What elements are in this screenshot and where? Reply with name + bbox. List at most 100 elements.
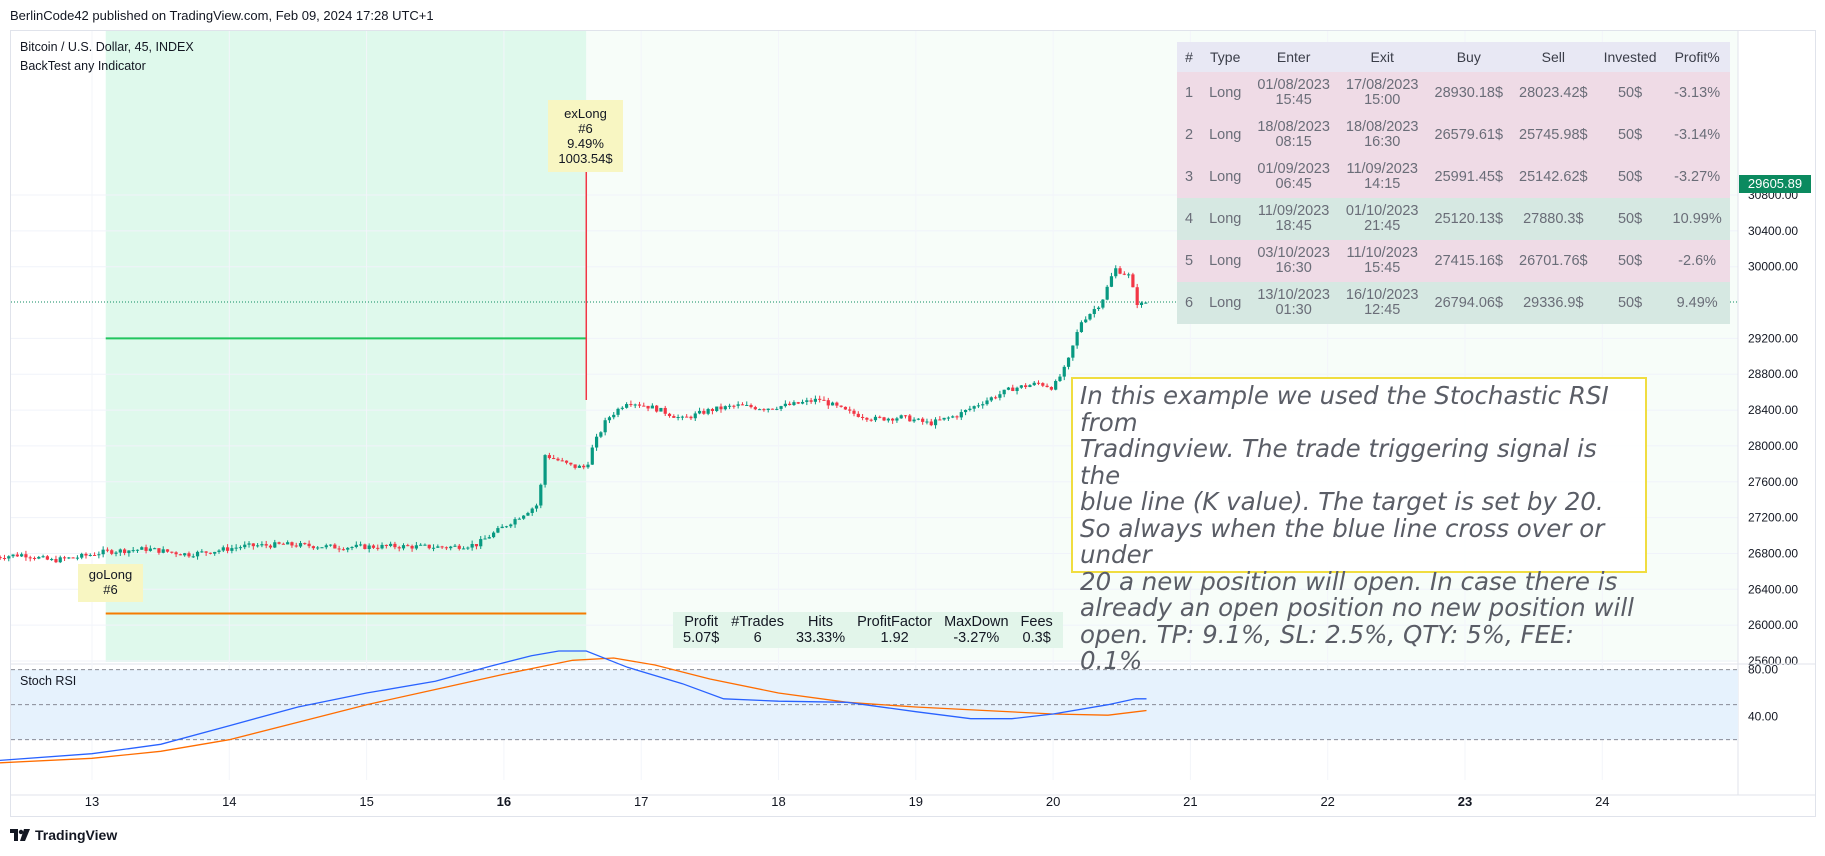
candle-body xyxy=(11,554,15,557)
candle-body xyxy=(1079,322,1084,333)
y-tick-label: 26400.00 xyxy=(1748,582,1798,596)
candle-body xyxy=(517,518,521,520)
trade-profit: -2.6% xyxy=(1664,240,1730,282)
y-tick-label: 26000.00 xyxy=(1748,618,1798,632)
trades-body: 1 Long 01/08/2023 15:45 17/08/2023 15:00 28930… xyxy=(1177,72,1730,324)
stoch-y-tick: 40.00 xyxy=(1748,709,1778,723)
candle-body xyxy=(796,402,800,404)
candle-body xyxy=(311,546,315,549)
x-tick-label: 21 xyxy=(1183,794,1197,809)
last-price-tag: 29605.89 xyxy=(1739,175,1811,193)
candle-body xyxy=(642,405,646,407)
candle-body xyxy=(573,464,577,468)
candle-body xyxy=(1015,387,1019,392)
stoch-rsi-title[interactable]: Stoch RSI xyxy=(20,674,77,688)
candle-body xyxy=(723,406,727,410)
indicator-legend[interactable]: BackTest any Indicator xyxy=(20,59,146,73)
y-tick-label: 30400.00 xyxy=(1748,224,1798,238)
trades-column-header: Exit xyxy=(1337,42,1427,72)
candle-body xyxy=(358,544,363,546)
exlong-num: #6 xyxy=(578,121,593,136)
symbol-legend[interactable]: Bitcoin / U.S. Dollar, 45, INDEX xyxy=(20,40,194,54)
candle-body xyxy=(530,508,534,513)
candle-body xyxy=(1066,357,1071,367)
exlong-title: exLong xyxy=(564,106,607,121)
trade-buy: 25120.13$ xyxy=(1426,198,1512,240)
trade-type: Long xyxy=(1201,72,1250,114)
candle-body xyxy=(1045,385,1049,388)
candle-body xyxy=(84,553,88,556)
candle-body xyxy=(1122,273,1126,275)
trade-row: 5 Long 03/10/2023 16:30 11/10/2023 15:45 27415… xyxy=(1177,240,1730,282)
candle-body xyxy=(41,556,45,558)
candle-body xyxy=(1062,366,1066,377)
golong-title: goLong xyxy=(88,567,133,582)
candle-body xyxy=(646,405,650,409)
trades-column-header: Enter xyxy=(1249,42,1338,72)
y-tick-label: 26800.00 xyxy=(1748,546,1798,560)
candle-body xyxy=(71,557,75,559)
candle-body xyxy=(710,409,715,412)
candle-body xyxy=(170,551,174,553)
candle-body xyxy=(444,547,449,549)
trade-enter: 01/09/2023 06:45 xyxy=(1249,156,1338,198)
candle-body xyxy=(1011,387,1015,392)
candle-body xyxy=(839,405,843,407)
stat-column: ProfitFactor 1.92 xyxy=(851,614,938,646)
candle-body xyxy=(0,557,2,559)
candle-body xyxy=(1058,376,1062,381)
candle-body xyxy=(586,464,590,468)
candle-body xyxy=(1127,274,1131,276)
trade-buy: 25991.45$ xyxy=(1426,156,1512,198)
trade-row: 4 Long 11/09/2023 18:45 01/10/2023 21:45 25120… xyxy=(1177,198,1730,240)
chart-frame[interactable] xyxy=(10,30,1816,817)
trade-enter: 03/10/2023 16:30 xyxy=(1249,240,1338,282)
tradingview-logo[interactable]: TradingView xyxy=(10,827,117,843)
candle-body xyxy=(195,551,200,557)
candle-body xyxy=(766,408,770,410)
candle-body xyxy=(230,548,234,551)
candle-body xyxy=(599,432,603,437)
candle-body xyxy=(75,557,80,559)
publish-info: BerlinCode42 published on TradingView.co… xyxy=(10,8,434,23)
candle-body xyxy=(256,545,260,547)
stat-value: -3.27% xyxy=(953,630,1000,646)
candle-body xyxy=(474,544,479,547)
x-tick-label: 14 xyxy=(222,794,236,809)
trade-invested: 50$ xyxy=(1595,282,1665,324)
candle-body xyxy=(543,455,547,485)
candle-body xyxy=(539,484,543,506)
x-tick-label: 16 xyxy=(497,794,511,809)
candle-body xyxy=(174,552,178,555)
exlong-amount: 1003.54$ xyxy=(558,151,613,166)
candle-body xyxy=(860,416,865,418)
candle-body xyxy=(346,547,350,550)
candle-body xyxy=(822,399,826,401)
candle-body xyxy=(552,458,556,460)
trade-exit: 11/09/2023 14:15 xyxy=(1337,156,1427,198)
stat-label: Hits xyxy=(808,614,834,630)
candle-body xyxy=(951,416,955,418)
trades-column-header: Buy xyxy=(1426,42,1512,72)
trade-exit: 17/08/2023 15:00 xyxy=(1337,72,1427,114)
candle-body xyxy=(852,410,856,414)
trade-sell: 28023.42$ xyxy=(1511,72,1596,114)
candle-body xyxy=(908,415,912,422)
candle-body xyxy=(912,419,916,422)
candle-body xyxy=(178,554,182,556)
stoch-y-tick: 80.00 xyxy=(1748,663,1778,677)
candle-body xyxy=(835,402,839,406)
candle-body xyxy=(972,406,976,409)
trade-enter: 11/09/2023 18:45 xyxy=(1249,198,1338,240)
candle-body xyxy=(1135,287,1139,305)
candle-body xyxy=(427,544,431,549)
candle-body xyxy=(290,542,294,546)
trade-num: 6 xyxy=(1177,282,1202,324)
candle-body xyxy=(389,543,393,546)
candle-body xyxy=(607,417,612,421)
trade-invested: 50$ xyxy=(1595,114,1665,156)
candle-body xyxy=(1002,389,1006,395)
candle-body xyxy=(376,547,380,549)
trades-table: # Type Enter Exit Buy Sell Invested Profit% 1 Lo… xyxy=(1177,42,1730,324)
candle-body xyxy=(384,544,388,546)
